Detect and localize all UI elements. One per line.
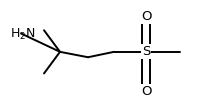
Text: O: O (141, 10, 151, 23)
Text: H$_2$N: H$_2$N (10, 27, 36, 42)
Text: O: O (141, 85, 151, 98)
Text: S: S (142, 45, 150, 58)
